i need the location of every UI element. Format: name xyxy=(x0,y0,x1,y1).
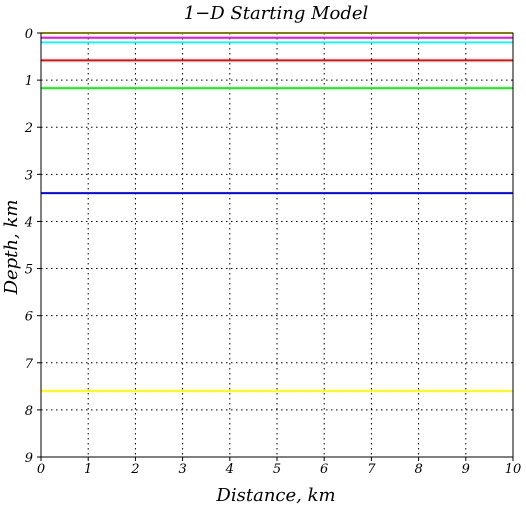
x-tick-label: 8 xyxy=(414,462,422,477)
x-tick-label: 7 xyxy=(367,462,376,477)
x-tick-label: 9 xyxy=(462,462,470,477)
y-tick-label: 6 xyxy=(25,310,33,325)
y-tick-label: 3 xyxy=(25,168,33,183)
x-tick-label: 0 xyxy=(37,462,45,477)
x-tick-label: 3 xyxy=(178,462,186,477)
y-tick-label: 5 xyxy=(25,263,33,278)
x-axis-label: Distance, km xyxy=(215,485,335,506)
x-tick-label: 10 xyxy=(505,462,522,477)
y-tick-label: 4 xyxy=(24,215,33,230)
x-tick-label: 6 xyxy=(320,462,328,477)
y-tick-label: 8 xyxy=(25,404,33,419)
x-axis: 0 1 2 3 4 5 6 7 8 9 10 xyxy=(37,457,521,477)
y-tick-label: 9 xyxy=(25,451,33,466)
x-tick-label: 5 xyxy=(273,462,281,477)
y-axis: 0 1 2 3 4 5 6 7 8 9 xyxy=(24,27,41,466)
x-tick-label: 4 xyxy=(225,462,234,477)
chart-title: 1−D Starting Model xyxy=(184,3,369,24)
y-tick-label: 2 xyxy=(24,121,33,136)
y-tick-label: 7 xyxy=(25,357,34,372)
y-tick-label: 1 xyxy=(25,74,33,89)
y-tick-label: 0 xyxy=(25,27,33,42)
y-axis-label: Depth, km xyxy=(1,200,22,296)
series-lines xyxy=(41,32,513,393)
x-tick-label: 1 xyxy=(84,462,92,477)
grid-lines xyxy=(41,33,513,457)
x-tick-label: 2 xyxy=(130,462,139,477)
